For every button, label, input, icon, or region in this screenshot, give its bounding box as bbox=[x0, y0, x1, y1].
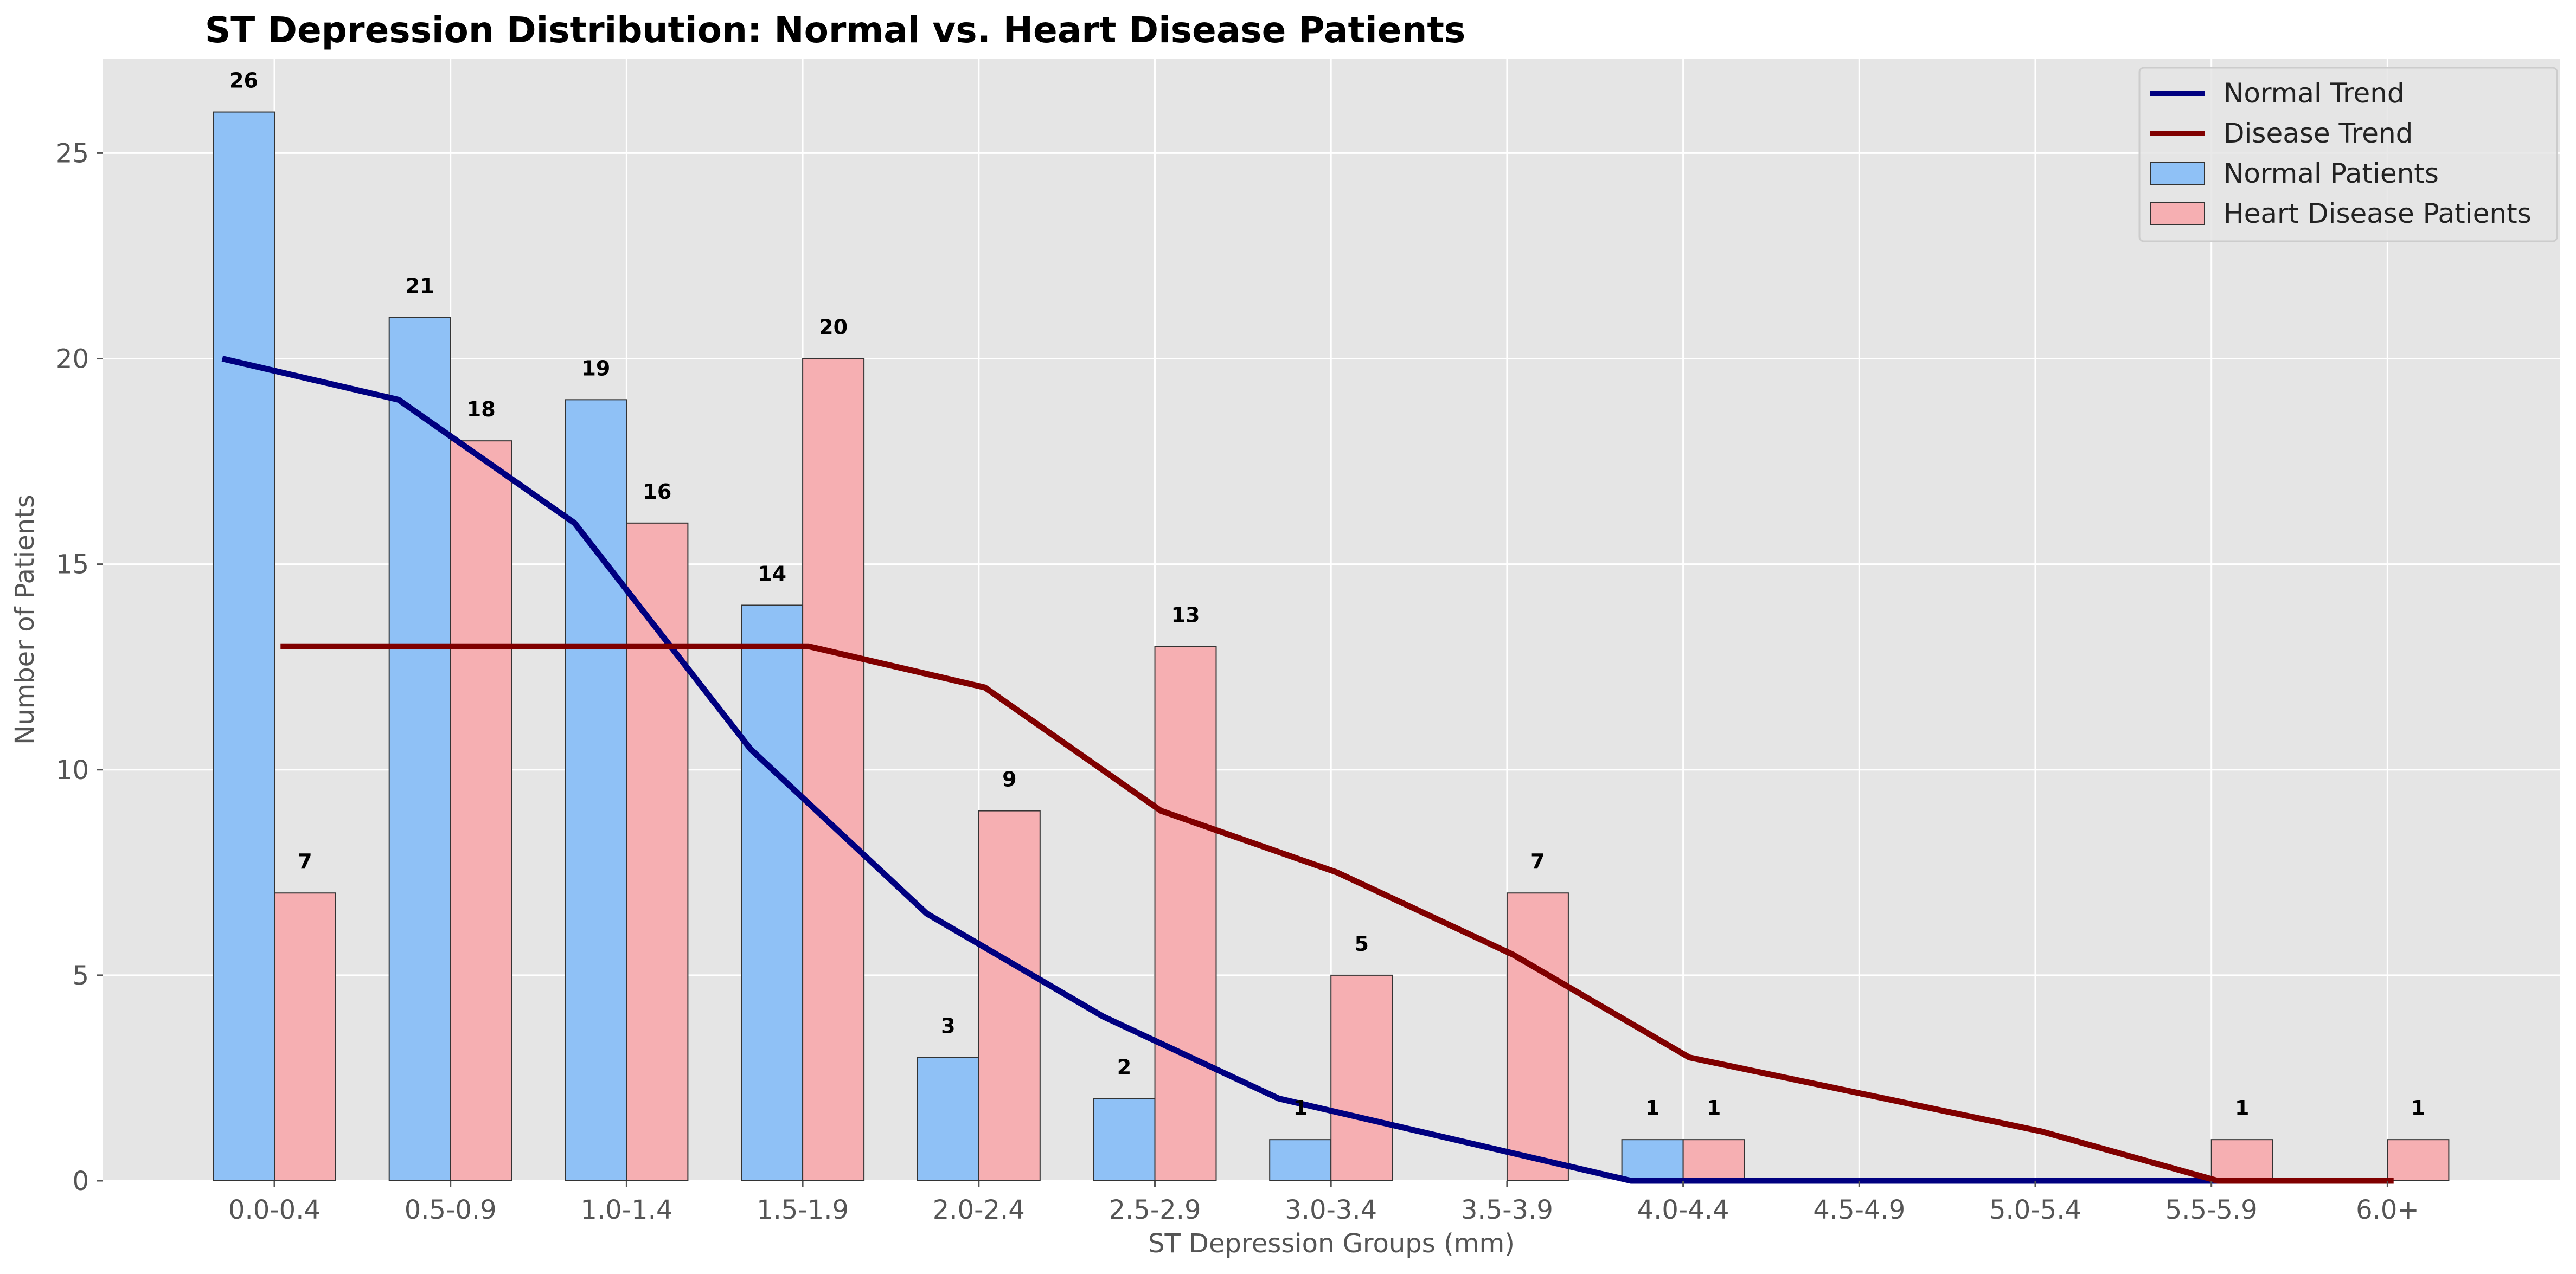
data-label-heart-disease-patients: 18 bbox=[467, 397, 496, 421]
data-label-normal-patients: 1 bbox=[1645, 1096, 1659, 1120]
data-label-heart-disease-patients: 7 bbox=[1530, 850, 1545, 873]
bars bbox=[213, 111, 2450, 1182]
data-label-normal-patients: 2 bbox=[1117, 1055, 1131, 1079]
y-tick-label: 10 bbox=[56, 755, 89, 786]
bar-heart-disease-patients bbox=[1154, 646, 1217, 1182]
x-tick-label: 3.5-3.9 bbox=[1461, 1195, 1553, 1225]
bar-heart-disease-patients bbox=[1506, 892, 1569, 1181]
bar-heart-disease-patients bbox=[802, 358, 865, 1181]
chart-title: ST Depression Distribution: Normal vs. H… bbox=[205, 9, 1466, 51]
y-tick-label: 5 bbox=[72, 961, 89, 991]
data-label-heart-disease-patients: 1 bbox=[2411, 1096, 2425, 1120]
bar-normal-patients bbox=[1269, 1139, 1332, 1181]
x-tick-label: 6.0+ bbox=[2356, 1195, 2419, 1225]
bar-normal-patients bbox=[565, 399, 627, 1181]
y-tick-label: 20 bbox=[56, 344, 89, 375]
x-tick-label: 0.5-0.9 bbox=[405, 1195, 497, 1225]
bar-heart-disease-patients bbox=[274, 892, 336, 1181]
data-label-heart-disease-patients: 20 bbox=[819, 316, 848, 339]
bar-heart-disease-patients bbox=[1330, 974, 1393, 1182]
y-axis-label: Number of Patients bbox=[10, 494, 40, 745]
bar-heart-disease-patients bbox=[978, 810, 1041, 1181]
x-axis-ticks: 0.0-0.4 0.5-0.9 1.0-1.4 1.5-1.9 2.0-2.4 2.5-2… bbox=[228, 1181, 2419, 1225]
x-axis-label: ST Depression Groups (mm) bbox=[1148, 1228, 1515, 1259]
data-label-heart-disease-patients: 9 bbox=[1002, 768, 1016, 792]
x-tick-label: 3.0-3.4 bbox=[1285, 1195, 1377, 1225]
data-label-heart-disease-patients: 5 bbox=[1354, 932, 1368, 956]
data-label-normal-patients: 21 bbox=[406, 274, 434, 298]
legend-label-normal-patients: Normal Patients bbox=[2223, 158, 2439, 189]
legend: Normal Trend Disease Trend Normal Patients… bbox=[2138, 67, 2558, 242]
data-label-heart-disease-patients: 7 bbox=[298, 850, 312, 873]
legend-swatch-heart-disease-patients bbox=[2150, 202, 2205, 225]
data-label-normal-patients: 19 bbox=[581, 356, 610, 380]
legend-label-disease-trend: Disease Trend bbox=[2223, 118, 2413, 149]
trend-lines bbox=[221, 356, 2394, 1184]
legend-box bbox=[2138, 67, 2558, 242]
bar-heart-disease-patients bbox=[2387, 1139, 2450, 1181]
data-label-normal-patients: 26 bbox=[229, 69, 258, 93]
bar-heart-disease-patients bbox=[626, 522, 689, 1181]
bar-normal-patients bbox=[213, 111, 275, 1182]
bar-normal-patients bbox=[1621, 1139, 1684, 1181]
data-label-normal-patients: 3 bbox=[941, 1014, 955, 1038]
bar-heart-disease-patients bbox=[1682, 1139, 1745, 1181]
x-tick-label: 5.0-5.4 bbox=[1989, 1195, 2081, 1225]
data-label-normal-patients: 14 bbox=[758, 562, 786, 585]
legend-swatch-normal-patients bbox=[2150, 162, 2205, 185]
line-normal-trend bbox=[221, 356, 2336, 1184]
bar-heart-disease-patients bbox=[2210, 1139, 2273, 1181]
data-label-heart-disease-patients: 1 bbox=[2235, 1096, 2249, 1120]
x-tick-label: 4.0-4.4 bbox=[1637, 1195, 1729, 1225]
line-disease-trend bbox=[280, 643, 2394, 1184]
data-label-heart-disease-patients: 1 bbox=[1707, 1096, 1721, 1120]
x-tick-label: 2.5-2.9 bbox=[1109, 1195, 1201, 1225]
x-tick-label: 5.5-5.9 bbox=[2165, 1195, 2258, 1225]
x-tick-label: 1.5-1.9 bbox=[757, 1195, 849, 1225]
y-tick-label: 0 bbox=[72, 1166, 89, 1196]
x-tick-label: 1.0-1.4 bbox=[580, 1195, 672, 1225]
bar-normal-patients bbox=[741, 604, 804, 1181]
x-tick-label: 0.0-0.4 bbox=[228, 1195, 321, 1225]
bar-normal-patients bbox=[917, 1057, 979, 1181]
y-tick-label: 15 bbox=[56, 550, 89, 580]
bar-heart-disease-patients bbox=[450, 440, 512, 1182]
bar-normal-patients bbox=[1093, 1098, 1156, 1182]
x-tick-label: 2.0-2.4 bbox=[933, 1195, 1025, 1225]
y-tick-label: 25 bbox=[56, 138, 89, 169]
data-label-heart-disease-patients: 13 bbox=[1171, 603, 1200, 627]
legend-label-heart-disease-patients: Heart Disease Patients bbox=[2223, 198, 2532, 229]
data-label-heart-disease-patients: 16 bbox=[643, 480, 671, 504]
y-axis-ticks: 0 5 10 15 20 25 bbox=[56, 138, 103, 1196]
data-label-normal-patients: 1 bbox=[1293, 1096, 1307, 1120]
legend-label-normal-trend: Normal Trend bbox=[2223, 78, 2405, 109]
x-tick-label: 4.5-4.9 bbox=[1813, 1195, 1905, 1225]
bar-normal-patients bbox=[388, 317, 451, 1182]
